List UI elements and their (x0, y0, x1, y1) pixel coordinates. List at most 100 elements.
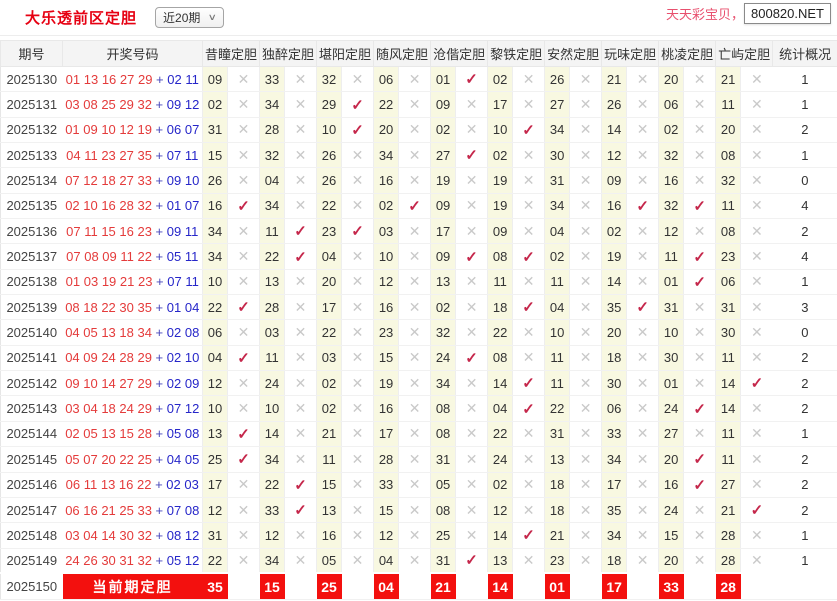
pick-number-cell: 11 (715, 420, 742, 448)
pick-result-cell: ✕ (455, 395, 488, 422)
pick-result-cell: ✕ (455, 496, 488, 524)
table-row: 2025132 01 09 10 12 19 + 06 07 31 ✕ 28 ✕ 10 ✓ 20… (0, 116, 837, 144)
pick-result-cell: ✕ (341, 420, 374, 448)
front-numbers: 08 18 22 30 35 (65, 299, 152, 315)
pick-result-cell: ✕ (569, 218, 602, 245)
miss-cross-icon: ✕ (522, 425, 535, 442)
miss-cross-icon: ✕ (579, 172, 592, 189)
pick-result-cell: ✕ (569, 471, 602, 498)
pick-result-cell: ✕ (569, 496, 602, 524)
pick-result-cell: ✓ (227, 446, 260, 473)
table-row: 2025144 02 05 13 15 28 + 05 08 13 ✓ 14 ✕ 21 ✕ 17… (0, 420, 837, 448)
pick-number-cell: 17 (202, 471, 228, 498)
pick-result-cell: ✕ (227, 547, 260, 574)
miss-cross-icon: ✕ (636, 476, 649, 493)
pick-number-cell: 23 (373, 319, 400, 346)
pick-result-cell: ✕ (398, 522, 431, 549)
miss-cross-icon: ✕ (465, 374, 478, 391)
pick-number-cell: 33 (373, 471, 400, 498)
pick-number-cell: 22 (487, 420, 514, 448)
plus-separator: + (152, 274, 168, 290)
pick-number-cell: 11 (316, 446, 343, 473)
period-number: 2025145 (0, 446, 63, 473)
pick-number-cell: 16 (373, 294, 400, 321)
hit-check-icon: ✓ (693, 273, 706, 291)
plus-separator: + (151, 527, 167, 543)
pick-number-cell: 09 (430, 91, 457, 118)
pick-number-cell: 26 (601, 91, 628, 118)
pick-result-cell: ✕ (512, 218, 545, 245)
pick-result-cell: ✕ (683, 420, 716, 448)
pick-result-cell: ✕ (683, 218, 716, 245)
miss-cross-icon: ✕ (693, 298, 706, 315)
pick-result-cell: ✕ (683, 65, 716, 93)
pick-result-cell: ✓ (455, 142, 488, 169)
miss-cross-icon: ✕ (693, 526, 706, 543)
miss-cross-icon: ✕ (579, 476, 592, 493)
hit-check-icon: ✓ (351, 223, 364, 241)
pick-number-cell: 10 (373, 243, 400, 270)
pick-result-cell: ✕ (398, 243, 431, 270)
period-range-select[interactable]: 近20期 ∨ (155, 7, 224, 28)
table-row: 2025148 03 04 14 30 32 + 08 12 31 ✕ 12 ✕ 16 ✕ 12… (0, 522, 837, 549)
pick-number-cell: 16 (316, 522, 343, 549)
pick-result-cell: ✕ (284, 446, 317, 473)
pick-number-cell: 11 (544, 268, 571, 296)
pick-result-cell: ✕ (455, 370, 488, 397)
pick-number-cell: 31 (202, 116, 228, 144)
pick-result-cell: ✕ (740, 268, 773, 296)
hit-check-icon: ✓ (237, 425, 250, 443)
plus-separator: + (151, 502, 167, 518)
stat-count: 1 (772, 65, 837, 93)
pick-result-cell: ✓ (512, 370, 545, 397)
promo-site-link[interactable]: 800820.NET (744, 3, 831, 24)
pick-result-cell: ✕ (626, 167, 659, 194)
pick-number-cell: 20 (316, 268, 343, 296)
period-number: 2025149 (0, 547, 63, 574)
miss-cross-icon: ✕ (465, 273, 478, 290)
current-pick-number: 35 (202, 572, 228, 600)
pick-result-cell: ✕ (683, 116, 716, 144)
pick-result-cell: ✕ (227, 167, 260, 194)
period-number: 2025132 (0, 116, 63, 144)
pick-number-cell: 27 (658, 420, 685, 448)
current-period-number: 2025150 (0, 572, 63, 600)
pick-number-cell: 22 (202, 294, 228, 321)
pick-number-cell: 34 (259, 547, 286, 574)
pick-number-cell: 12 (373, 268, 400, 296)
miss-cross-icon: ✕ (579, 121, 592, 138)
back-numbers: 07 08 (166, 502, 200, 518)
pick-result-cell: ✕ (626, 268, 659, 296)
miss-cross-icon: ✕ (579, 425, 592, 442)
pick-result-cell: ✕ (512, 471, 545, 498)
hit-check-icon: ✓ (636, 299, 649, 317)
pick-result-cell: ✓ (626, 192, 659, 220)
miss-cross-icon: ✕ (636, 400, 649, 417)
plus-separator: + (151, 350, 167, 366)
pick-result-cell: ✕ (398, 294, 431, 321)
table-row: 2025140 04 05 13 18 34 + 02 08 06 ✕ 03 ✕ 22 ✕ 23… (0, 319, 837, 346)
front-numbers: 06 11 13 16 22 (65, 477, 152, 493)
pick-result-cell: ✕ (740, 142, 773, 169)
pick-result-cell: ✕ (512, 192, 545, 220)
pick-result-cell: ✓ (284, 243, 317, 270)
miss-cross-icon: ✕ (408, 526, 421, 543)
pick-result-cell: ✓ (341, 116, 374, 144)
pick-number-cell: 22 (487, 319, 514, 346)
pick-number-cell: 08 (487, 243, 514, 270)
pick-result-cell: ✕ (626, 395, 659, 422)
pick-number-cell: 04 (544, 218, 571, 245)
pick-result-cell: ✕ (740, 471, 773, 498)
winning-numbers: 05 07 20 22 25 + 04 05 (62, 446, 203, 473)
pick-number-cell: 35 (601, 496, 628, 524)
miss-cross-icon: ✕ (522, 146, 535, 163)
column-header-expert: 沧偕定胆 (430, 40, 489, 67)
table-row: 2025139 08 18 22 30 35 + 01 04 22 ✓ 28 ✕ 17 ✕ 16… (0, 294, 837, 321)
pick-number-cell: 11 (715, 446, 742, 473)
period-number: 2025141 (0, 344, 63, 372)
stat-count: 2 (772, 446, 837, 473)
hit-check-icon: ✓ (522, 121, 535, 139)
promo-text: 天天彩宝贝， (665, 7, 744, 22)
miss-cross-icon: ✕ (294, 450, 307, 467)
pick-result-cell: ✕ (512, 268, 545, 296)
